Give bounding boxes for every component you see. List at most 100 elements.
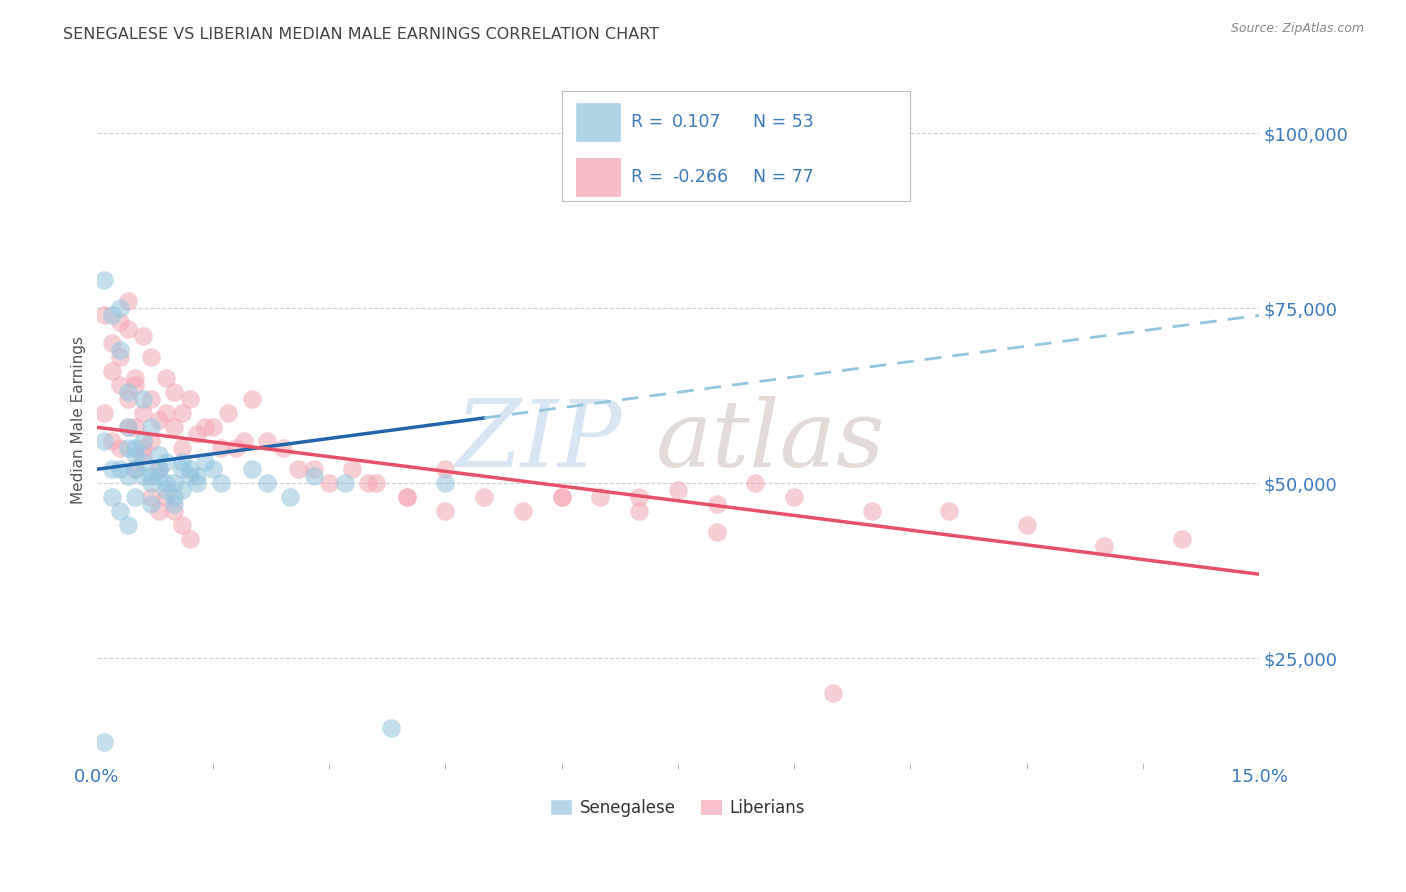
Point — [124, 448, 146, 462]
Point — [783, 490, 806, 504]
Legend: Senegalese, Liberians: Senegalese, Liberians — [544, 792, 811, 823]
Point — [155, 406, 177, 420]
Point — [108, 351, 131, 365]
Point — [124, 490, 146, 504]
Point — [194, 455, 217, 469]
Text: R =: R = — [631, 168, 664, 186]
Point — [132, 455, 155, 469]
Point — [357, 476, 380, 491]
Point — [179, 462, 201, 476]
Text: N = 53: N = 53 — [754, 113, 814, 131]
FancyBboxPatch shape — [561, 91, 910, 201]
Point — [108, 343, 131, 358]
Point — [302, 469, 325, 483]
Point — [628, 504, 651, 518]
Point — [938, 504, 960, 518]
Point — [117, 322, 139, 336]
Point — [744, 476, 766, 491]
Point — [380, 721, 402, 735]
Point — [108, 378, 131, 392]
Point — [148, 504, 170, 518]
Point — [1015, 518, 1038, 533]
Point — [179, 392, 201, 407]
Point — [139, 420, 162, 434]
Point — [225, 442, 247, 456]
Y-axis label: Median Male Earnings: Median Male Earnings — [72, 336, 86, 504]
Point — [155, 483, 177, 498]
Point — [201, 462, 224, 476]
Point — [132, 329, 155, 343]
Point — [170, 462, 193, 476]
Point — [1092, 539, 1115, 553]
Point — [139, 476, 162, 491]
Point — [1170, 533, 1192, 547]
Point — [163, 420, 186, 434]
Point — [256, 476, 278, 491]
Point — [472, 490, 495, 504]
Point — [132, 392, 155, 407]
Point — [232, 434, 254, 449]
Point — [139, 497, 162, 511]
Point — [148, 469, 170, 483]
Point — [163, 476, 186, 491]
Text: SENEGALESE VS LIBERIAN MEDIAN MALE EARNINGS CORRELATION CHART: SENEGALESE VS LIBERIAN MEDIAN MALE EARNI… — [63, 27, 659, 42]
Point — [108, 315, 131, 329]
Point — [194, 420, 217, 434]
Point — [117, 518, 139, 533]
FancyBboxPatch shape — [575, 103, 620, 141]
Point — [155, 455, 177, 469]
Point — [101, 336, 124, 351]
Text: Source: ZipAtlas.com: Source: ZipAtlas.com — [1230, 22, 1364, 36]
Point — [132, 434, 155, 449]
Point — [209, 442, 232, 456]
Point — [93, 406, 115, 420]
Point — [132, 448, 155, 462]
Point — [186, 469, 208, 483]
Point — [342, 462, 364, 476]
Point — [117, 420, 139, 434]
Point — [706, 525, 728, 540]
Point — [589, 490, 612, 504]
Point — [148, 413, 170, 427]
Point — [434, 504, 457, 518]
Point — [163, 504, 186, 518]
Point — [117, 392, 139, 407]
Point — [124, 442, 146, 456]
Text: atlas: atlas — [657, 396, 886, 486]
Point — [628, 490, 651, 504]
Point — [170, 455, 193, 469]
Point — [186, 476, 208, 491]
Point — [550, 490, 572, 504]
Text: N = 77: N = 77 — [754, 168, 814, 186]
Text: 0.107: 0.107 — [672, 113, 721, 131]
Point — [124, 462, 146, 476]
Point — [139, 392, 162, 407]
Point — [101, 490, 124, 504]
Point — [139, 434, 162, 449]
Point — [132, 406, 155, 420]
Point — [108, 301, 131, 316]
Point — [155, 490, 177, 504]
Point — [333, 476, 356, 491]
Point — [287, 462, 309, 476]
Point — [271, 442, 294, 456]
Point — [170, 518, 193, 533]
Point — [148, 462, 170, 476]
Point — [302, 462, 325, 476]
Point — [217, 406, 239, 420]
Point — [821, 686, 844, 700]
Text: ZIP: ZIP — [456, 396, 621, 486]
Point — [163, 385, 186, 400]
Point — [108, 462, 131, 476]
Text: -0.266: -0.266 — [672, 168, 728, 186]
Point — [148, 448, 170, 462]
Point — [132, 442, 155, 456]
Point — [666, 483, 689, 498]
Point — [550, 490, 572, 504]
Point — [93, 309, 115, 323]
Point — [240, 392, 263, 407]
Point — [163, 497, 186, 511]
Point — [395, 490, 418, 504]
Point — [512, 504, 534, 518]
Point — [256, 434, 278, 449]
